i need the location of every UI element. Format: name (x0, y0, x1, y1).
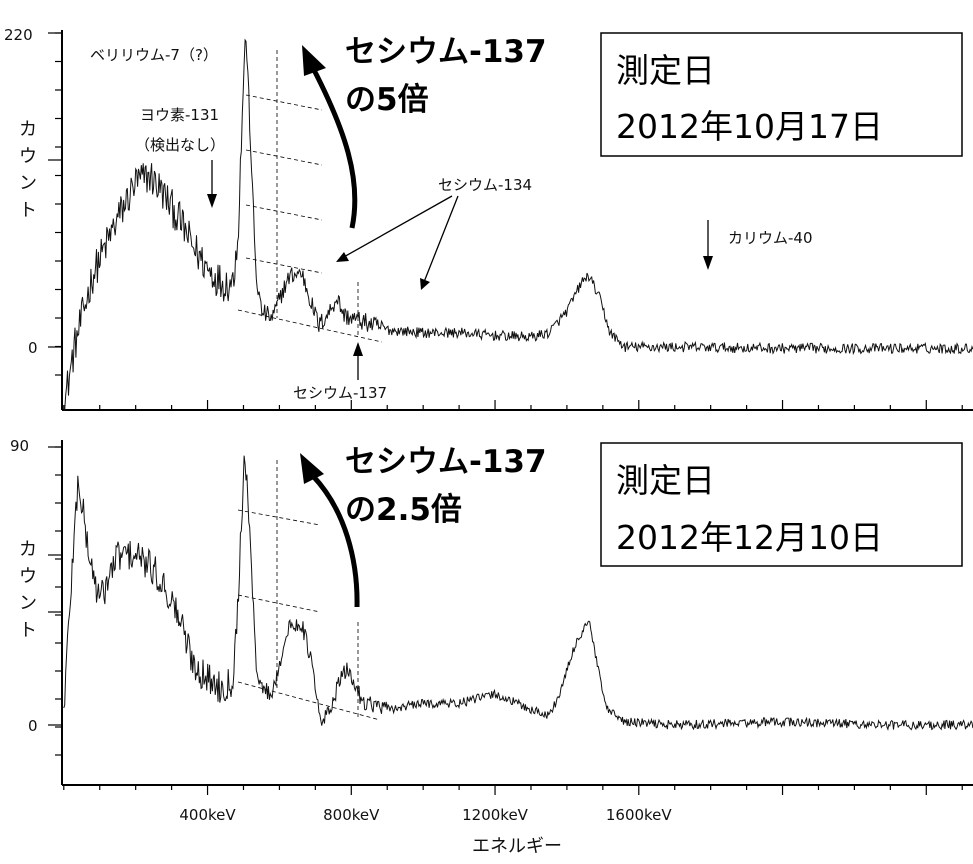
top-y-ticks (48, 32, 62, 376)
top-big-arrow (302, 45, 358, 229)
top-panel: 220 0 カウント ベリリウム-7（?） ヨウ素-131 （検出なし） セシウ… (4, 26, 973, 411)
top-ylabel: カウント (19, 119, 37, 221)
top-dashed-lines (237, 50, 383, 343)
top-level-dash-3 (245, 204, 323, 221)
top-spectrum-line (63, 38, 973, 411)
bottom-x-tick-labels: 400keV 800keV 1200keV 1600keV (179, 806, 672, 824)
svg-text:カウント: カウント (19, 539, 37, 641)
k40-arrow (703, 220, 713, 270)
top-x-ticks (63, 400, 963, 410)
svg-text:カウント: カウント (19, 119, 37, 221)
bottom-big-annotation-line1: セシウム-137 (345, 444, 547, 480)
i131-arrow (207, 160, 217, 208)
bottom-dashed-lines (237, 460, 381, 721)
i131-sublabel: （検出なし） (135, 136, 225, 154)
bottom-y-ticks (48, 446, 62, 756)
x-axis-label: エネルギー (472, 836, 562, 857)
top-date-line2: 2012年10月17日 (616, 107, 883, 146)
bottom-big-arrow (300, 453, 360, 608)
bottom-ytick-0: 0 (28, 717, 38, 735)
x-tick-label: 1600keV (606, 806, 673, 824)
bottom-date-box (600, 442, 963, 567)
i131-label: ヨウ素-131 (140, 106, 219, 124)
x-tick-label: 1200keV (462, 806, 529, 824)
bottom-panel: 90 0 カウント セシウム-137 の2.5倍 測定日 2012年12月10日… (10, 437, 973, 857)
top-date-box (600, 32, 963, 157)
top-date-line1: 測定日 (616, 51, 715, 90)
bottom-level-dash-1 (237, 509, 321, 526)
cs137-arrow (353, 342, 363, 380)
bottom-ytick-90: 90 (10, 437, 29, 455)
top-level-dash-4 (245, 257, 323, 274)
bottom-ylabel: カウント (19, 539, 37, 641)
bottom-spectrum-line (63, 455, 973, 731)
top-big-annotation-line1: セシウム-137 (345, 34, 547, 70)
cs137-label: セシウム-137 (293, 384, 387, 402)
cs134-label: セシウム-134 (438, 176, 532, 194)
bottom-baseline-dash (237, 681, 381, 721)
x-tick-label: 800keV (323, 806, 380, 824)
top-big-annotation-line2: の5倍 (345, 82, 429, 118)
bottom-big-annotation-line2: の2.5倍 (345, 492, 462, 528)
cs134-arrows (336, 195, 459, 290)
bottom-level-dash-2 (237, 594, 321, 613)
top-level-dash-1 (245, 94, 323, 111)
k40-label: カリウム-40 (728, 229, 813, 247)
top-ytick-220: 220 (4, 26, 33, 44)
bottom-date-line2: 2012年12月10日 (616, 518, 883, 557)
bottom-date-line1: 測定日 (616, 461, 715, 500)
top-ytick-0: 0 (28, 339, 38, 357)
x-tick-label: 400keV (179, 806, 236, 824)
top-level-dash-2 (245, 149, 323, 166)
bottom-x-ticks (63, 785, 963, 795)
be7-label: ベリリウム-7（?） (90, 46, 218, 64)
